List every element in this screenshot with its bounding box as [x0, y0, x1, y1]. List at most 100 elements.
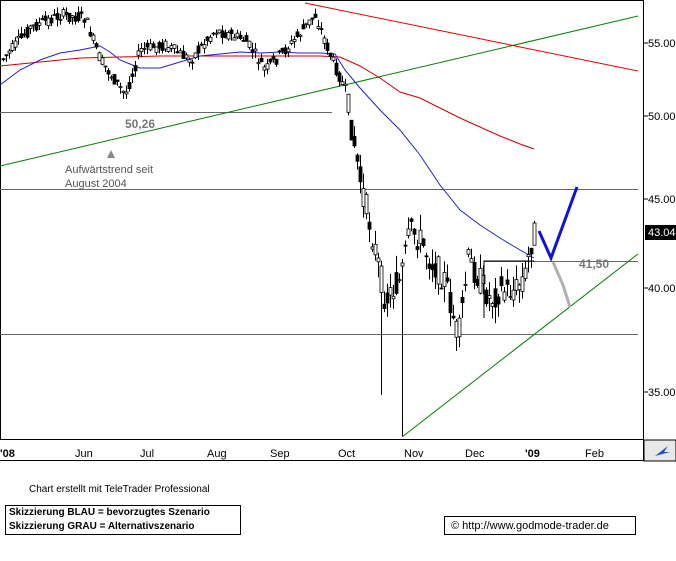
candle-body: [31, 24, 36, 27]
candle-body: [436, 256, 441, 285]
y-tick-label: 40.00: [648, 283, 676, 295]
candle-body: [256, 62, 261, 65]
candle-body: [478, 267, 483, 294]
candle-body: [259, 57, 264, 63]
candle-body: [169, 45, 174, 49]
candle-body: [415, 246, 420, 251]
candle-body: [304, 22, 309, 25]
candle-body: [499, 276, 504, 287]
candle-body: [202, 44, 207, 49]
candle-body: [229, 29, 234, 34]
candle-body: [433, 263, 438, 278]
candle-body: [418, 229, 423, 245]
candle-body: [199, 43, 204, 46]
candle-body: [268, 58, 273, 63]
candlestick-series: [1, 6, 537, 436]
candle-body: [526, 254, 531, 258]
candle-body: [484, 289, 489, 305]
candle-body: [355, 154, 360, 162]
candle-body: [70, 15, 75, 18]
candle-body: [409, 218, 414, 222]
candle-body: [421, 238, 426, 246]
candle-body: [37, 22, 42, 26]
candle-body: [109, 76, 114, 79]
candle-body: [25, 27, 30, 38]
price-pane: [0, 0, 644, 440]
candle-body: [241, 39, 246, 42]
x-tick-label: Oct: [338, 448, 355, 460]
candle-body: [103, 65, 108, 68]
candle-body: [346, 93, 351, 113]
candle-body: [136, 50, 141, 56]
candle-body: [13, 40, 18, 48]
candle-body: [10, 43, 15, 51]
candle-body: [163, 40, 168, 50]
y-tick-label: 35.00: [648, 387, 676, 399]
candle-body: [466, 249, 471, 255]
candle-body: [301, 24, 306, 30]
candle-body: [472, 261, 477, 283]
candle-body: [313, 13, 318, 18]
candle-body: [262, 66, 267, 71]
candle-body: [316, 26, 321, 29]
candle-body: [124, 91, 129, 95]
candle-body: [532, 222, 537, 246]
candle-body: [148, 43, 153, 51]
scale-arrow-icon[interactable]: [655, 446, 670, 456]
candle-body: [475, 279, 480, 286]
candle-body: [226, 32, 231, 40]
candle-body: [106, 70, 111, 75]
candle-body: [76, 12, 81, 22]
candle-body: [232, 37, 237, 41]
candle-body: [373, 243, 378, 256]
candle-body: [88, 32, 93, 37]
candle-body: [385, 292, 390, 304]
source-url-link[interactable]: © http://www.godmode-trader.de: [444, 516, 636, 535]
candle-body: [220, 30, 225, 38]
candle-body: [451, 315, 456, 319]
candle-body: [142, 48, 147, 50]
candle-body: [379, 265, 384, 293]
candle-body: [517, 284, 522, 291]
candle-body: [367, 221, 372, 230]
candle-body: [529, 247, 534, 255]
candle-body: [22, 33, 27, 36]
candle-body: [460, 296, 465, 304]
candle-body: [193, 52, 198, 59]
candle-body: [4, 54, 9, 57]
candle-body: [364, 194, 369, 215]
candle-body: [223, 32, 228, 39]
y-tick-label: 55.00: [648, 38, 676, 50]
candle-body: [331, 56, 336, 61]
scenario-legend: Skizzierung BLAU = bevorzugtes Szenario …: [5, 505, 241, 535]
candle-body: [178, 50, 183, 54]
y-tick-label: 45.00: [648, 194, 676, 206]
candle-body: [340, 81, 345, 86]
candle-body: [55, 13, 60, 20]
candle-body: [64, 11, 69, 15]
candle-body: [463, 284, 468, 286]
candle-body: [469, 258, 474, 263]
candle-body: [445, 277, 450, 282]
trendline-lower-green: [401, 253, 639, 438]
candle-body: [487, 295, 492, 299]
candle-body: [352, 135, 357, 147]
candle-body: [454, 320, 459, 338]
candle-body: [412, 228, 417, 235]
candle-body: [370, 246, 375, 250]
candle-body: [286, 48, 291, 53]
level-label-41-50: 41,50: [579, 257, 609, 271]
candle-body: [205, 36, 210, 42]
candle-body: [154, 46, 159, 53]
candle-body: [505, 279, 510, 285]
candle-body: [283, 47, 288, 55]
candle-body: [289, 40, 294, 44]
candle-body: [127, 82, 132, 90]
scenario-blue-sketch: [537, 186, 579, 262]
candle-body: [196, 45, 201, 54]
candle-body: [382, 303, 387, 309]
x-tick-label: Feb: [585, 448, 604, 460]
candle-body: [337, 72, 342, 82]
candle-body: [328, 52, 333, 57]
